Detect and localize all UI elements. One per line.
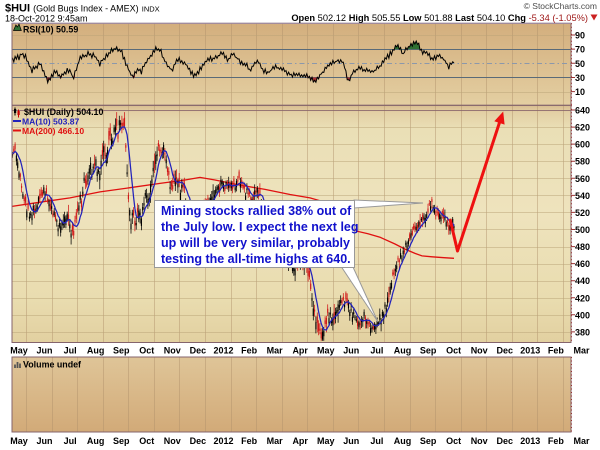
svg-text:480: 480 (575, 242, 590, 252)
svg-text:Aug: Aug (87, 346, 105, 356)
svg-text:May: May (10, 346, 28, 356)
svg-text:Jun: Jun (36, 436, 52, 446)
svg-text:420: 420 (575, 293, 590, 303)
svg-text:MA(10) 503.87: MA(10) 503.87 (22, 117, 80, 127)
svg-text:380: 380 (575, 327, 590, 337)
svg-text:580: 580 (575, 157, 590, 167)
svg-text:Feb: Feb (241, 436, 258, 446)
svg-text:18-Oct-2012 9:45am: 18-Oct-2012 9:45am (5, 14, 88, 24)
svg-text:Sep: Sep (420, 346, 437, 356)
svg-text:460: 460 (575, 259, 590, 269)
svg-text:Mar: Mar (573, 346, 590, 356)
svg-text:Oct: Oct (446, 346, 461, 356)
svg-text:Jun: Jun (343, 346, 359, 356)
svg-text:up will be very similar, proba: up will be very similar, probably (161, 236, 350, 250)
svg-text:640: 640 (575, 106, 590, 116)
svg-text:Jun: Jun (343, 436, 359, 446)
svg-text:520: 520 (575, 208, 590, 218)
svg-text:RSI(10) 50.59: RSI(10) 50.59 (23, 25, 78, 35)
svg-text:Feb: Feb (548, 436, 565, 446)
svg-text:Nov: Nov (471, 346, 488, 356)
svg-text:$HUI (Gold Bugs Index - AMEX): $HUI (Gold Bugs Index - AMEX) INDX (5, 3, 160, 15)
svg-text:70: 70 (575, 45, 585, 55)
svg-text:Jul: Jul (64, 436, 77, 446)
svg-text:440: 440 (575, 276, 590, 286)
svg-text:Mar: Mar (267, 436, 284, 446)
svg-text:Jul: Jul (64, 346, 77, 356)
svg-text:Sep: Sep (113, 436, 130, 446)
svg-text:Jul: Jul (370, 436, 383, 446)
svg-text:560: 560 (575, 174, 590, 184)
svg-text:30: 30 (575, 73, 585, 83)
svg-text:Jun: Jun (36, 346, 52, 356)
svg-text:Apr: Apr (292, 346, 308, 356)
svg-text:Dec: Dec (190, 436, 207, 446)
svg-text:Mar: Mar (267, 346, 284, 356)
svg-text:600: 600 (575, 140, 590, 150)
svg-text:Open 502.12 High 505.55 Low 50: Open 502.12 High 505.55 Low 501.88 Last … (291, 13, 588, 23)
svg-text:May: May (10, 436, 28, 446)
svg-text:Jul: Jul (370, 346, 383, 356)
svg-text:2013: 2013 (520, 436, 540, 446)
svg-text:Mar: Mar (573, 436, 590, 446)
svg-text:2013: 2013 (520, 346, 540, 356)
svg-text:© StockCharts.com: © StockCharts.com (524, 1, 597, 11)
svg-text:Oct: Oct (446, 436, 461, 446)
svg-text:Mining stocks rallied 38% out: Mining stocks rallied 38% out of (161, 204, 352, 218)
svg-text:Nov: Nov (164, 436, 181, 446)
svg-text:50: 50 (575, 59, 585, 69)
svg-text:Feb: Feb (241, 346, 258, 356)
svg-text:Nov: Nov (164, 346, 181, 356)
svg-text:10: 10 (575, 87, 585, 97)
svg-text:400: 400 (575, 310, 590, 320)
svg-text:2012: 2012 (213, 346, 233, 356)
svg-text:$HUI (Daily) 504.10: $HUI (Daily) 504.10 (24, 107, 103, 117)
svg-text:the July low. I expect the nex: the July low. I expect the next leg (161, 220, 359, 234)
svg-text:MA(200) 466.10: MA(200) 466.10 (22, 126, 84, 136)
svg-text:Oct: Oct (139, 436, 154, 446)
svg-text:Aug: Aug (87, 436, 105, 446)
svg-text:Sep: Sep (113, 346, 130, 356)
svg-text:Feb: Feb (548, 346, 565, 356)
svg-text:Dec: Dec (497, 346, 514, 356)
svg-text:May: May (317, 346, 335, 356)
svg-text:90: 90 (575, 31, 585, 41)
svg-text:Oct: Oct (139, 346, 154, 356)
svg-text:Apr: Apr (292, 436, 308, 446)
svg-text:2012: 2012 (213, 436, 233, 446)
svg-text:Sep: Sep (420, 436, 437, 446)
svg-text:Nov: Nov (471, 436, 488, 446)
svg-text:Volume undef: Volume undef (23, 360, 81, 370)
svg-text:500: 500 (575, 225, 590, 235)
svg-text:540: 540 (575, 191, 590, 201)
svg-text:testing the all-time highs at: testing the all-time highs at 640. (161, 252, 351, 266)
svg-text:Dec: Dec (497, 436, 514, 446)
svg-text:Aug: Aug (394, 346, 412, 356)
svg-text:Dec: Dec (190, 346, 207, 356)
svg-text:620: 620 (575, 123, 590, 133)
svg-text:Aug: Aug (394, 436, 412, 446)
svg-text:May: May (317, 436, 335, 446)
